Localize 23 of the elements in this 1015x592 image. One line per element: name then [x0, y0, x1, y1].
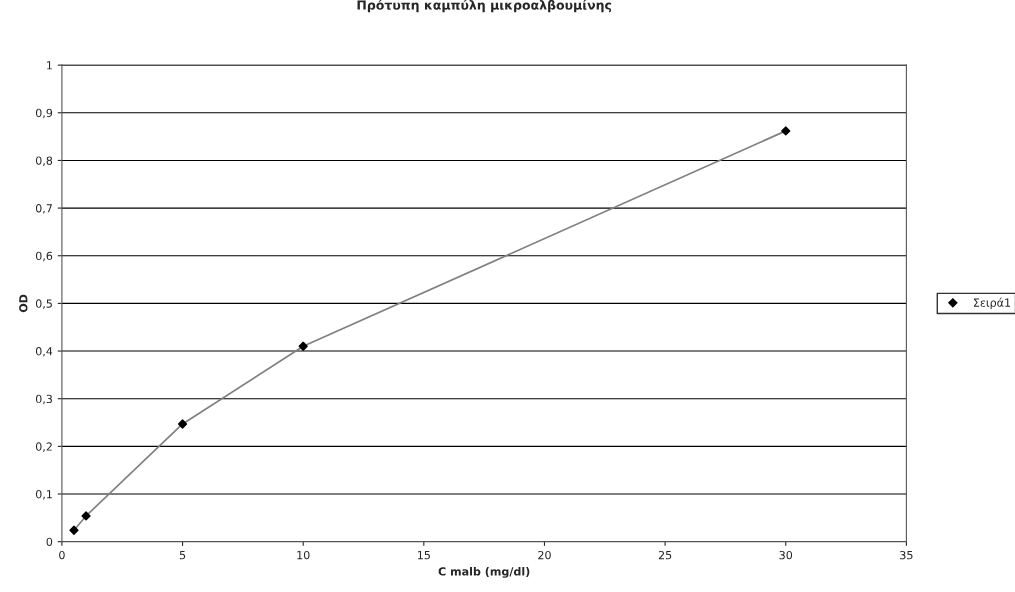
y-tick-label: 0,8: [35, 156, 53, 166]
y-axis-title: OD: [19, 294, 28, 313]
y-tick-label: 0,2: [35, 442, 52, 452]
x-tick-label: 35: [900, 550, 913, 560]
y-tick-label: 0,1: [35, 490, 52, 500]
x-tick-label: 30: [779, 550, 793, 560]
x-tick-label: 15: [417, 551, 430, 560]
x-tick-label: 20: [538, 550, 551, 560]
y-tick-label: 0,7: [35, 204, 52, 214]
x-tick-label: 0: [59, 550, 65, 560]
y-tick-label: 0,5: [35, 299, 52, 309]
x-tick-label: 5: [179, 551, 186, 560]
y-tick-label: 0,4: [35, 347, 53, 357]
y-tick-label: 0,3: [35, 394, 52, 405]
y-tick-label: 0,6: [35, 251, 53, 262]
y-tick-label: 1: [47, 61, 52, 70]
x-axis-title: C malb (mg/dl): [438, 567, 530, 578]
x-tick-label: 25: [658, 550, 672, 560]
x-tick-label: 10: [297, 550, 310, 560]
chart-title: Πρότυπη καμπύλη μικροαλβουμίνης: [357, 0, 612, 13]
y-tick-label: 0: [46, 537, 53, 547]
legend-label: Σειρά1: [973, 297, 1011, 309]
y-tick-label: 0,9: [35, 108, 53, 119]
